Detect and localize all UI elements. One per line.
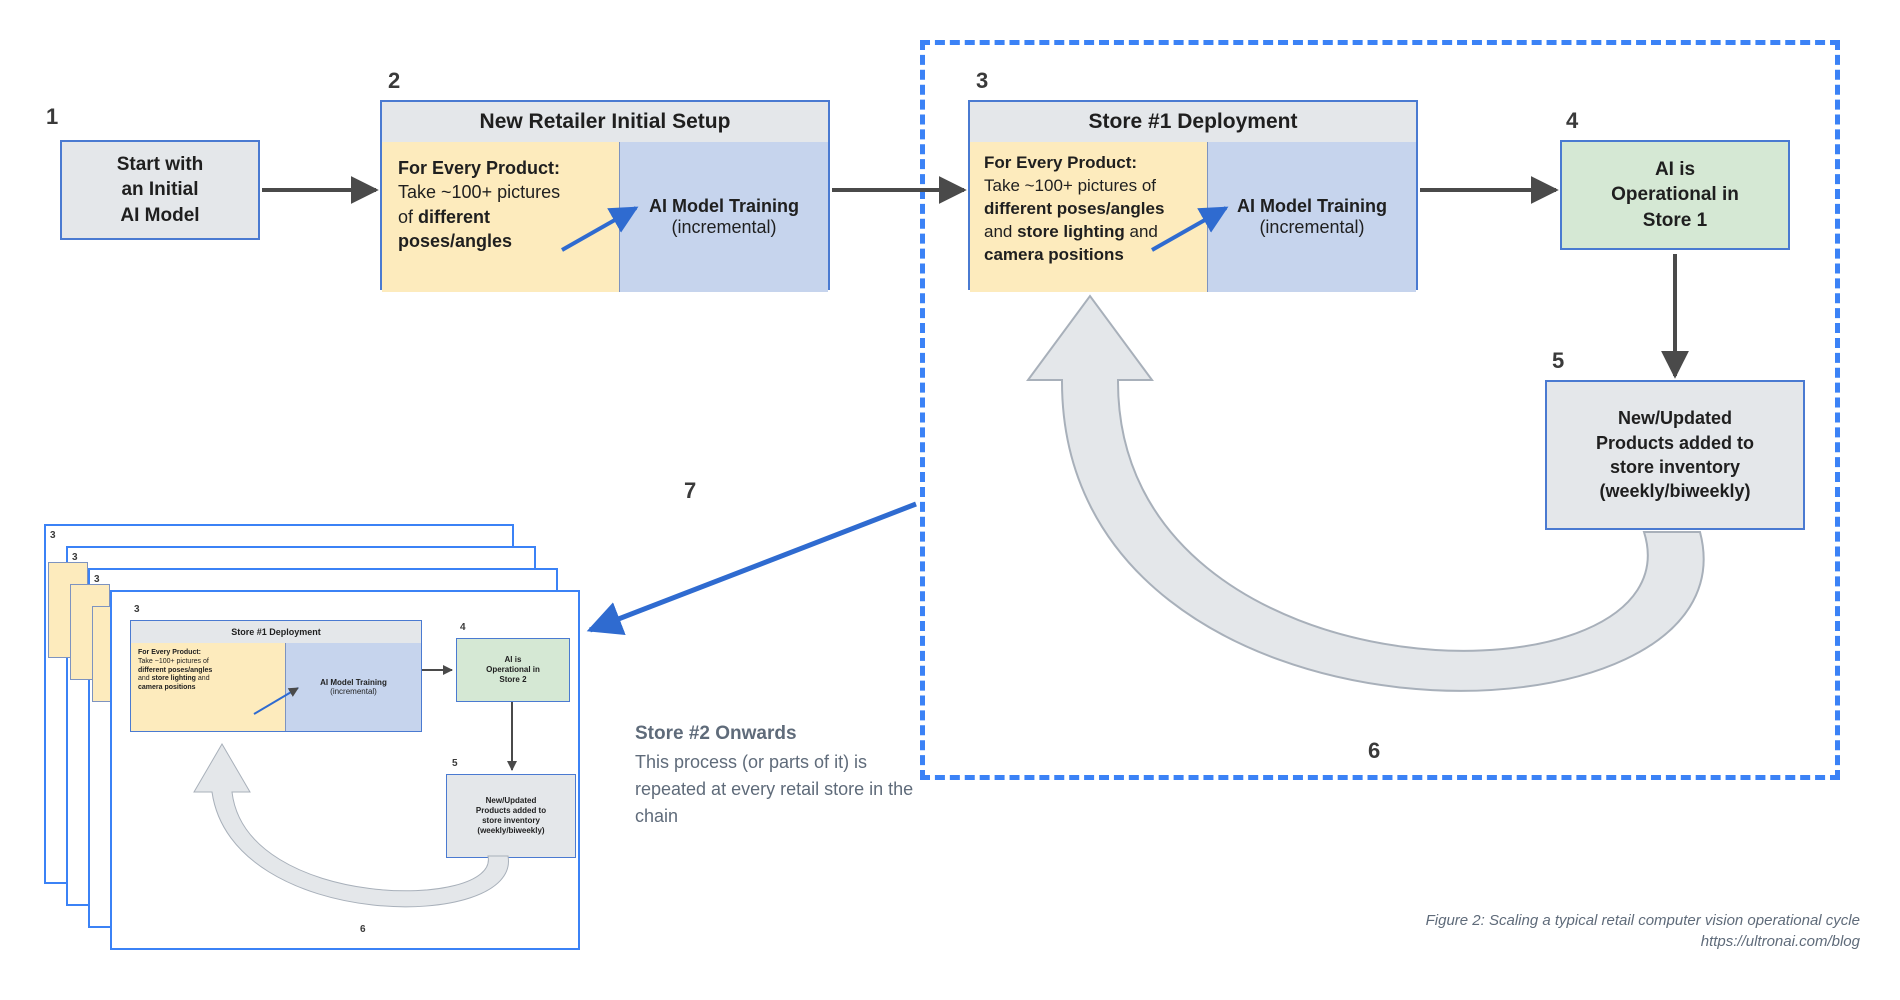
panel2-left-strong: For Every Product: [398, 158, 560, 178]
panel3-right: AI Model Training (incremental) [1208, 142, 1416, 292]
mini-peek-num-3: 3 [94, 574, 100, 585]
panel2-left-l4: poses/angles [398, 231, 512, 251]
panel3-left-l4c: and [1125, 222, 1158, 241]
box5-l1: New/Updated [1618, 408, 1732, 428]
panel3-left-l4a: and [984, 222, 1017, 241]
panel3-left-l5: camera positions [984, 245, 1124, 264]
step-number-6: 6 [1368, 738, 1380, 764]
panel2-right: AI Model Training (incremental) [620, 142, 828, 292]
step-number-4: 4 [1566, 108, 1578, 134]
box1-line1: Start with [117, 154, 204, 175]
box4-l3: Store 1 [1643, 210, 1707, 231]
panel3-left-l4b: store lighting [1017, 222, 1125, 241]
node-start-initial-model: Start with an Initial AI Model [60, 140, 260, 240]
box4-l1: AI is [1655, 159, 1695, 180]
node-retailer-initial-setup: New Retailer Initial Setup For Every Pro… [380, 100, 830, 290]
panel2-right-l1: AI Model Training [649, 196, 799, 216]
panel3-right-l1: AI Model Training [1237, 196, 1387, 216]
step-number-3: 3 [976, 68, 988, 94]
box5-l3: store inventory [1610, 457, 1740, 477]
panel3-left-strong: For Every Product: [984, 153, 1137, 172]
box4-l2: Operational in [1611, 184, 1739, 205]
step-number-2: 2 [388, 68, 400, 94]
step-number-5: 5 [1552, 348, 1564, 374]
arrow-7 [590, 504, 916, 630]
panel3-left-l2: Take ~100+ pictures of [984, 176, 1156, 195]
diagram-canvas: 1 2 3 4 5 6 7 Start with an Initial AI M… [0, 0, 1900, 1000]
panel2-left: For Every Product: Take ~100+ pictures o… [382, 142, 620, 292]
panel2-left-l2: Take ~100+ pictures [398, 182, 560, 202]
mini-peek-num-2: 3 [72, 552, 78, 563]
panel3-header: Store #1 Deployment [970, 102, 1416, 142]
step-number-7: 7 [684, 478, 696, 504]
mini-frame-front: 3 4 5 6 Store #1 Deployment For Every Pr… [110, 590, 580, 950]
panel2-left-l3b: different [418, 207, 490, 227]
figure-caption: Figure 2: Scaling a typical retail compu… [1300, 910, 1860, 952]
panel3-right-l2: (incremental) [1259, 217, 1364, 238]
caption7-title: Store #2 Onwards [635, 720, 935, 749]
box1-line2: an Initial [121, 179, 198, 200]
panel2-right-l2: (incremental) [671, 217, 776, 238]
box1-line3: AI Model [120, 205, 199, 226]
figcap-l1: Figure 2: Scaling a typical retail compu… [1300, 910, 1860, 931]
box5-l2: Products added to [1596, 433, 1754, 453]
box5-l4: (weekly/biweekly) [1599, 481, 1750, 501]
figcap-l2: https://ultronai.com/blog [1300, 931, 1860, 952]
panel2-left-l3a: of [398, 207, 418, 227]
panel2-header: New Retailer Initial Setup [382, 102, 828, 142]
caption7-body: This process (or parts of it) is repeate… [635, 749, 935, 830]
panel3-left-l3: different poses/angles [984, 199, 1164, 218]
node-new-updated-products: New/Updated Products added to store inve… [1545, 380, 1805, 530]
node-store1-deployment: Store #1 Deployment For Every Product: T… [968, 100, 1418, 290]
mini-peek-num-1: 3 [50, 530, 56, 541]
panel3-left: For Every Product: Take ~100+ pictures o… [970, 142, 1208, 292]
node-ai-operational-store1: AI is Operational in Store 1 [1560, 140, 1790, 250]
step-number-1: 1 [46, 104, 58, 130]
store2-onwards-caption: Store #2 Onwards This process (or parts … [635, 720, 935, 830]
mini-arrows-svg [112, 592, 582, 952]
